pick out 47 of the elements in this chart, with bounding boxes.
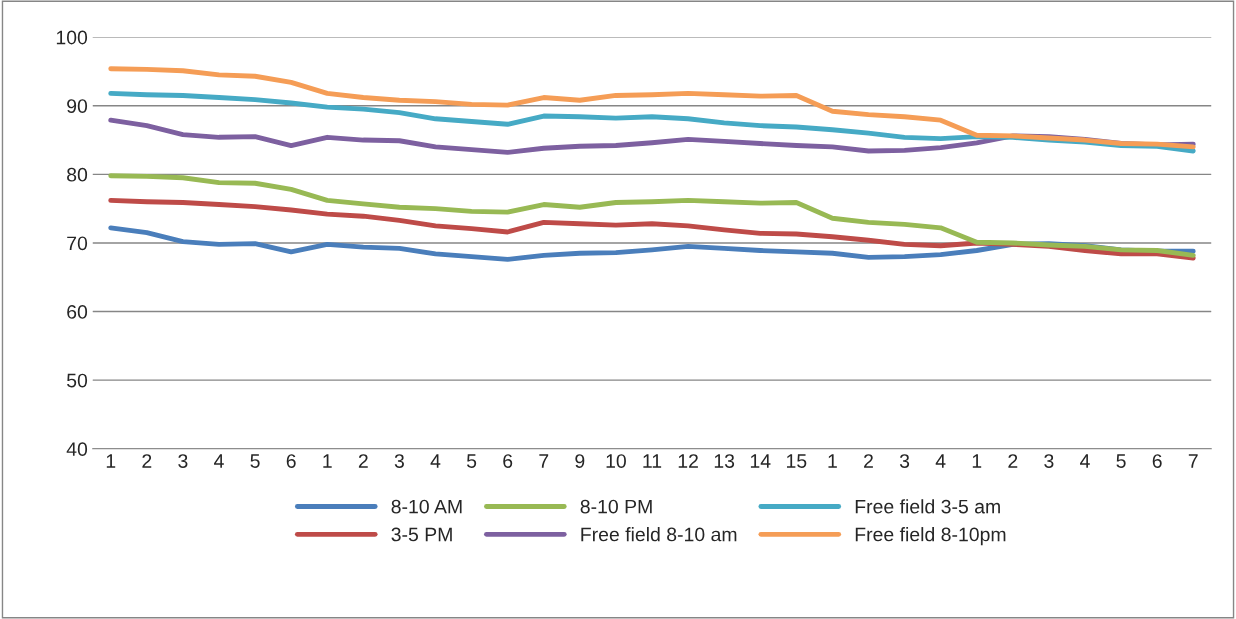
legend-label: 8-10 AM [391, 499, 462, 514]
legend-label: Free field 3-5 am [855, 499, 1000, 514]
x-tick-label: 14 [750, 454, 771, 468]
x-tick-label: 3 [178, 454, 188, 468]
x-tick-label: 1 [106, 454, 116, 468]
x-tick-label: 6 [503, 454, 513, 468]
x-tick-label: 3 [1044, 454, 1054, 468]
y-tick-label: 80 [67, 167, 88, 182]
x-tick-label: 1 [828, 454, 837, 468]
legend-label: Free field 8-10pm [855, 527, 1006, 546]
x-tick-label: 5 [1116, 454, 1126, 468]
x-tick-label: 5 [250, 454, 260, 468]
x-tick-label: 1 [323, 454, 332, 468]
x-tick-label: 4 [935, 454, 946, 468]
x-tick-label: 3 [899, 454, 910, 468]
x-tick-label: 7 [539, 454, 549, 468]
line-series [108, 197, 1196, 261]
line-series [108, 173, 1196, 258]
x-tick-label: 7 [1188, 454, 1198, 468]
y-tick-label: 100 [56, 30, 88, 45]
x-tick-label: 2 [142, 454, 152, 468]
y-tick-label: 60 [67, 305, 88, 319]
x-tick-label: 2 [864, 454, 873, 468]
y-tick-label: 40 [66, 442, 88, 457]
x-tick-label: 4 [430, 454, 441, 468]
x-tick-label: 4 [214, 454, 224, 468]
x-tick-label: 13 [714, 454, 735, 468]
legend-label: Free field 8-10 am [581, 527, 737, 542]
y-tick-label: 50 [66, 373, 88, 388]
line-series [108, 66, 1196, 150]
x-tick-label: 5 [466, 454, 477, 468]
y-tick-label: 90 [67, 99, 88, 113]
x-tick-label: 6 [1152, 454, 1162, 468]
x-tick-label: 2 [1008, 454, 1018, 468]
x-tick-label: 11 [643, 454, 662, 468]
x-tick-label: 1 [972, 454, 982, 468]
x-tick-label: 6 [286, 454, 296, 468]
x-tick-label: 9 [575, 454, 585, 468]
x-tick-label: 2 [358, 454, 368, 468]
y-tick-label: 70 [67, 236, 88, 251]
x-tick-label: 3 [394, 454, 404, 468]
x-tick-label: 4 [1080, 454, 1090, 468]
legend-label: 8-10 PM [580, 499, 652, 514]
x-tick-label: 12 [678, 454, 698, 468]
x-tick-label: 10 [606, 454, 626, 468]
x-tick-label: 15 [786, 454, 807, 468]
legend-label: 3-5 PM [391, 527, 452, 542]
